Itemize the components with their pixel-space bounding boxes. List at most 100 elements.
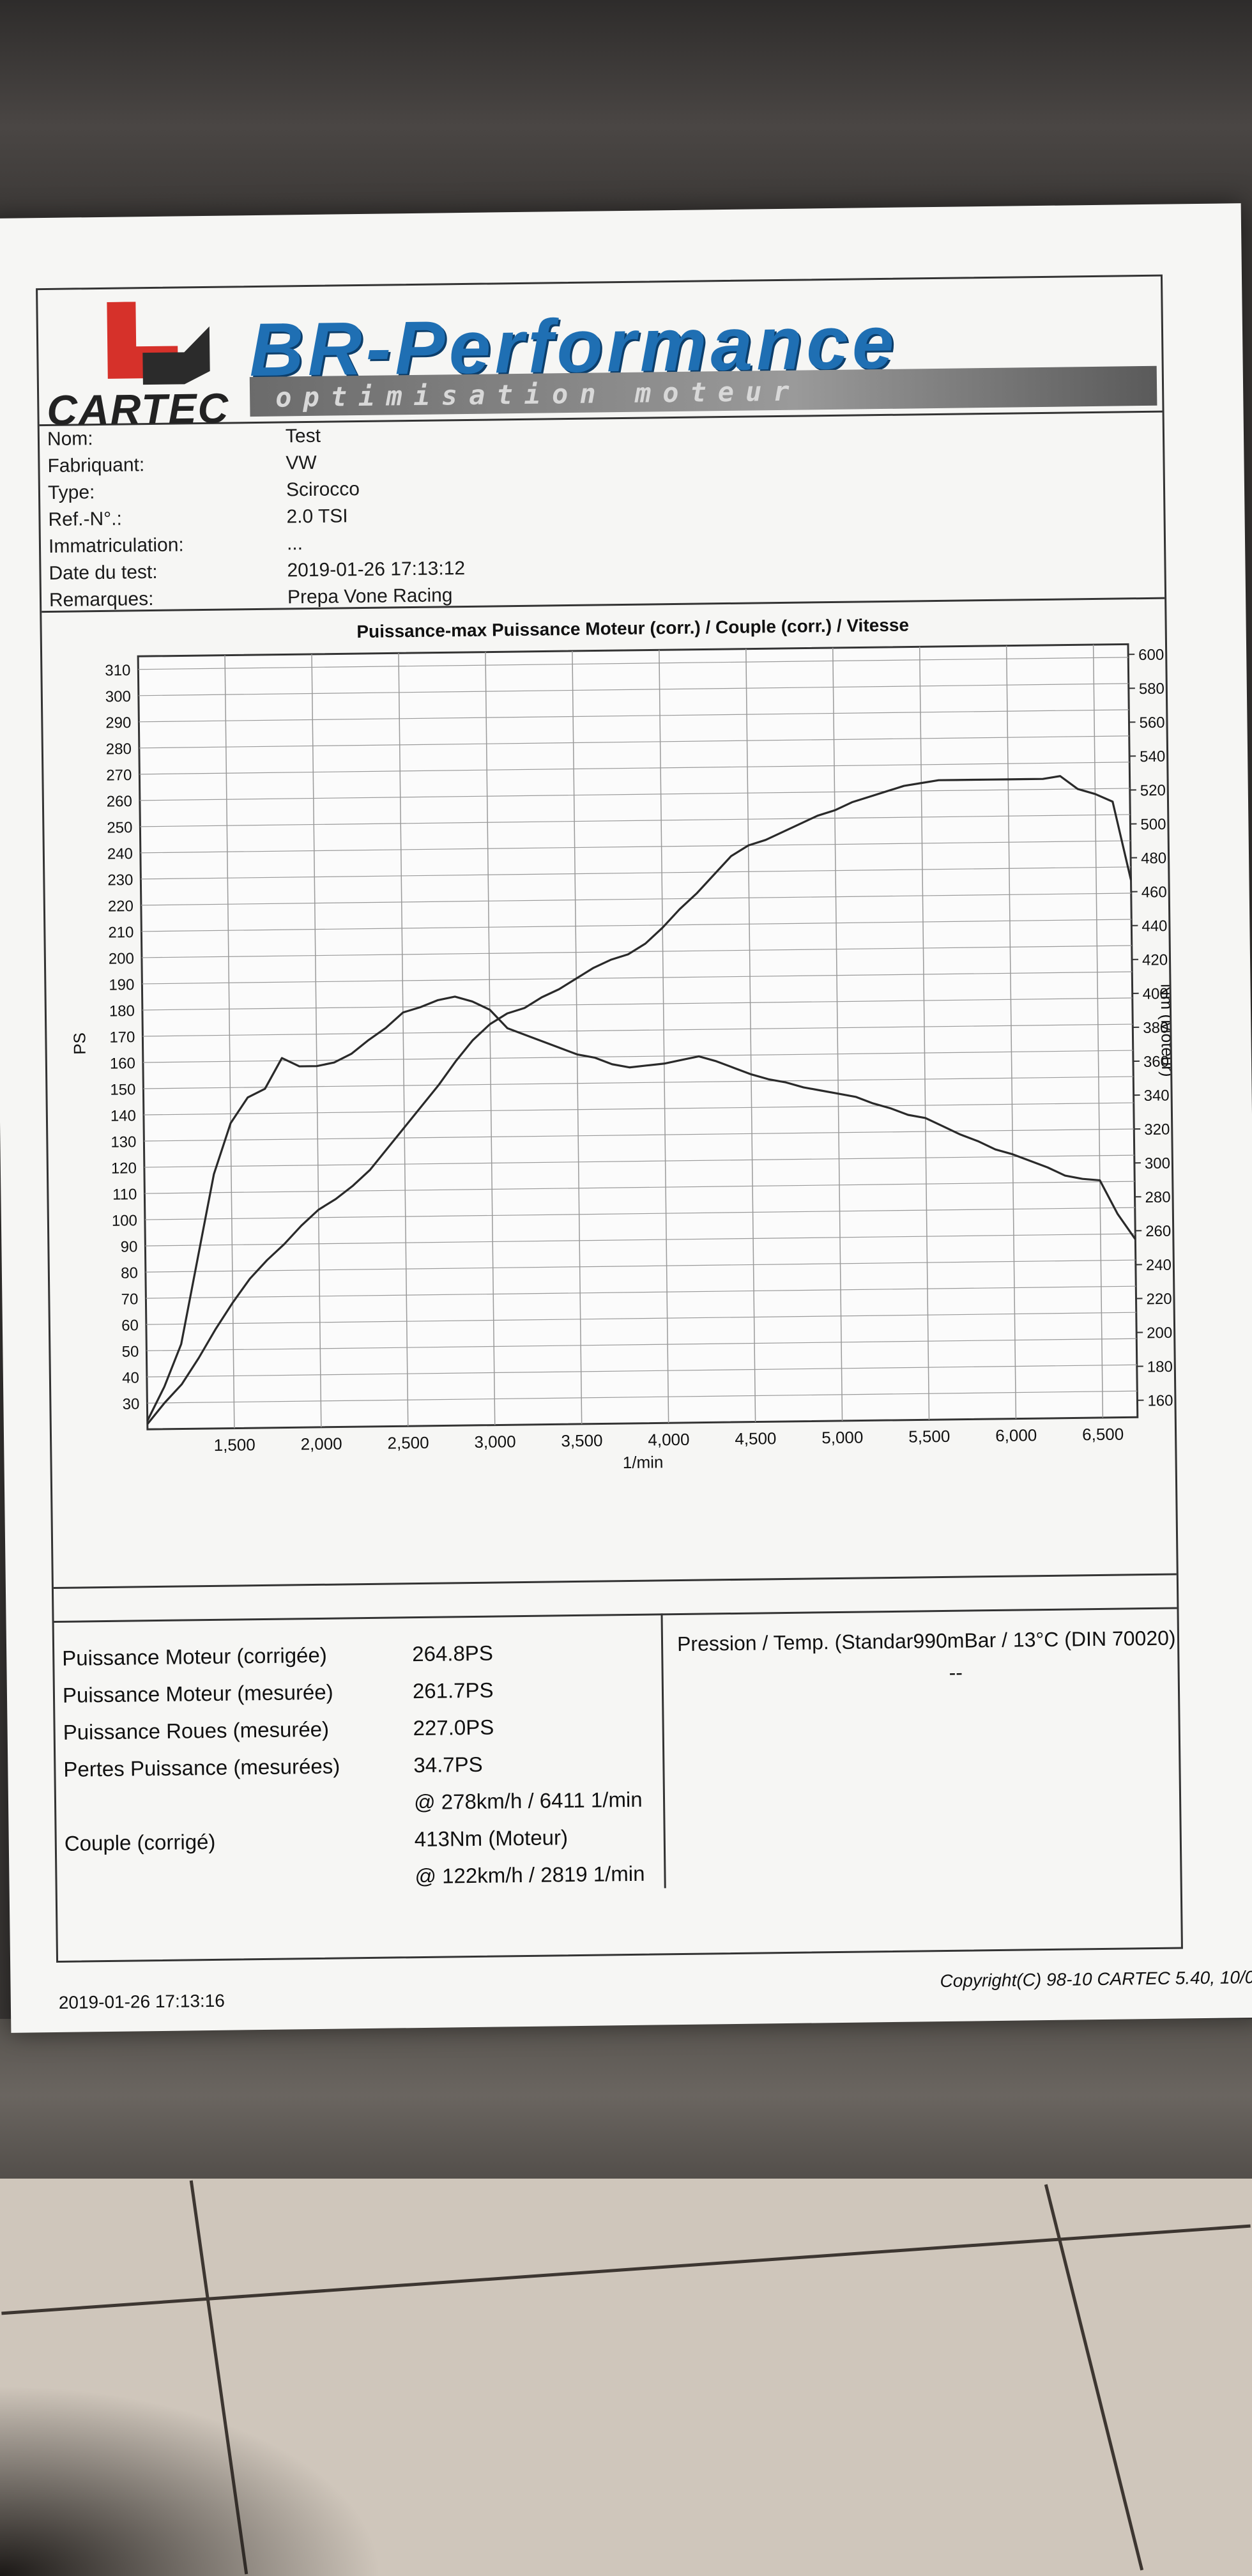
y-left-tick-label: 40 [122,1369,139,1386]
pressure-temp-value: -- [949,1660,963,1684]
info-label: Nom: [47,428,93,450]
y-left-tick-label: 130 [111,1133,136,1151]
y-gridline [143,1102,1134,1116]
x-gridline [485,652,496,1425]
y-left-tick-label: 310 [105,662,130,679]
results-divider-vertical [660,1613,666,1889]
info-label: Remarques: [49,588,154,611]
x-axis-label: 1/min [623,1452,664,1472]
y-gridline [138,683,1129,696]
result-value: 261.7PS [412,1678,494,1703]
y-left-tick-label: 70 [121,1291,139,1308]
footer-timestamp: 2019-01-26 17:13:16 [58,1990,225,2012]
x-gridline [572,650,583,1424]
cartec-logo-icon [107,302,210,385]
pressure-temp-label: Pression / Temp. (Standar990mBar / 13°C … [676,1626,1176,1656]
info-label: Type: [47,482,95,503]
y-gridline [142,997,1133,1011]
y-left-tick-label: 50 [122,1343,139,1360]
y-left-tick-label: 140 [111,1107,136,1124]
y-gridline [139,735,1129,749]
x-tick-label: 3,500 [561,1430,602,1450]
dyno-sheet: CARTEC BR-Performance optimisation moteu… [0,203,1252,2033]
x-tick-label: 2,500 [387,1433,429,1453]
y-gridline [141,866,1131,880]
torque-curve [146,995,1136,1422]
info-value: 2019-01-26 17:13:12 [287,558,466,581]
banner-subtitle: optimisation moteur [275,375,801,413]
y-gridline [146,1285,1136,1299]
x-tick-label: 6,500 [1082,1425,1124,1445]
y-right-tick-label: 520 [1140,782,1166,799]
x-tick-label: 4,500 [735,1429,776,1448]
y-left-tick-label: 230 [107,871,133,889]
background-cushion-top [0,0,1252,230]
x-tick-label: 5,000 [821,1428,863,1448]
y-right-tick-label: 220 [1146,1291,1172,1308]
y-gridline [140,814,1131,827]
y-gridline [143,1076,1134,1089]
result-value: 34.7PS [413,1752,483,1777]
result-label: Couple (corrigé) [64,1829,216,1855]
y-left-tick-label: 270 [106,767,132,784]
info-label: Ref.-N°.: [48,508,123,530]
y-right-tick-label: 160 [1147,1392,1173,1409]
y-right-tick-label: 500 [1140,816,1166,833]
y-right-tick-label: 360 [1143,1053,1169,1070]
br-performance-banner: BR-Performance optimisation moteur [248,296,1157,417]
y-left-tick-label: 150 [110,1081,135,1098]
dyno-chart-svg: 1,500 2,000 2,500 3,000 3,500 4,000 4,500 5,000… [70,615,1177,1473]
sheet-frame: CARTEC BR-Performance optimisation moteu… [36,274,1252,2012]
y-gridline [147,1390,1138,1404]
y-gridline [141,893,1131,906]
y-left-tick-label: 280 [106,740,132,758]
x-tick-label: 4,000 [648,1430,689,1450]
result-value: @ 122km/h / 2819 1/min [415,1861,645,1889]
result-value: 264.8PS [411,1641,494,1666]
info-value: ... [286,533,303,555]
x-tick-label: 2,000 [300,1434,342,1453]
y-right-tick-label: 240 [1146,1257,1172,1274]
info-value: 2.0 TSI [286,505,348,528]
y-gridline [142,1023,1133,1037]
y-right-tick-label: 320 [1144,1121,1170,1138]
y-left-tick-label: 290 [105,714,131,732]
y-left-tick-label: 240 [107,845,133,862]
y-gridline [140,840,1131,854]
y-gridline [139,788,1130,801]
y-right-tick-label: 600 [1138,647,1164,664]
y-left-tick-label: 200 [109,950,134,967]
y-right-tick-label: 440 [1141,917,1167,935]
y-gridline [138,657,1129,670]
y-left-tick-label: 120 [111,1160,137,1177]
result-value: 227.0PS [413,1715,494,1740]
y-right-tick-label: 400 [1143,985,1168,1002]
plot-area [137,643,1139,1430]
x-tick-label: 5,500 [908,1427,950,1446]
results-divider-top [54,1607,1177,1623]
y-right-tick-label: 540 [1140,748,1165,765]
y-right-tick-label: 340 [1143,1087,1169,1104]
y-left-tick-label: 210 [108,924,134,941]
x-gridline [919,647,930,1420]
y-left-tick-label: 100 [112,1212,137,1229]
info-value: Scirocco [286,479,360,501]
x-gridline [1092,644,1104,1418]
y-left-axis-label: PS [70,1032,89,1055]
x-gridline [224,655,235,1429]
banner-title: BR-Performance [248,300,899,393]
x-gridline [311,654,322,1427]
y-left-tick-label: 30 [123,1395,140,1413]
info-label: Immatriculation: [48,534,184,557]
y-left-tick-label: 160 [110,1055,135,1072]
y-gridline [146,1364,1137,1377]
y-left-tick-label: 180 [109,1002,135,1020]
dyno-chart: 1,500 2,000 2,500 3,000 3,500 4,000 4,500 5,000… [42,599,1177,1533]
result-label: Puissance Roues (mesurée) [63,1717,330,1744]
y-gridline [146,1338,1137,1351]
power-curve [146,775,1133,1425]
y-right-tick-label: 200 [1147,1324,1172,1342]
y-right-tick-label: 580 [1139,680,1164,698]
y-right-axis-label: Nm (Moteur) [1157,984,1175,1077]
y-left-tick-label: 110 [112,1186,137,1203]
